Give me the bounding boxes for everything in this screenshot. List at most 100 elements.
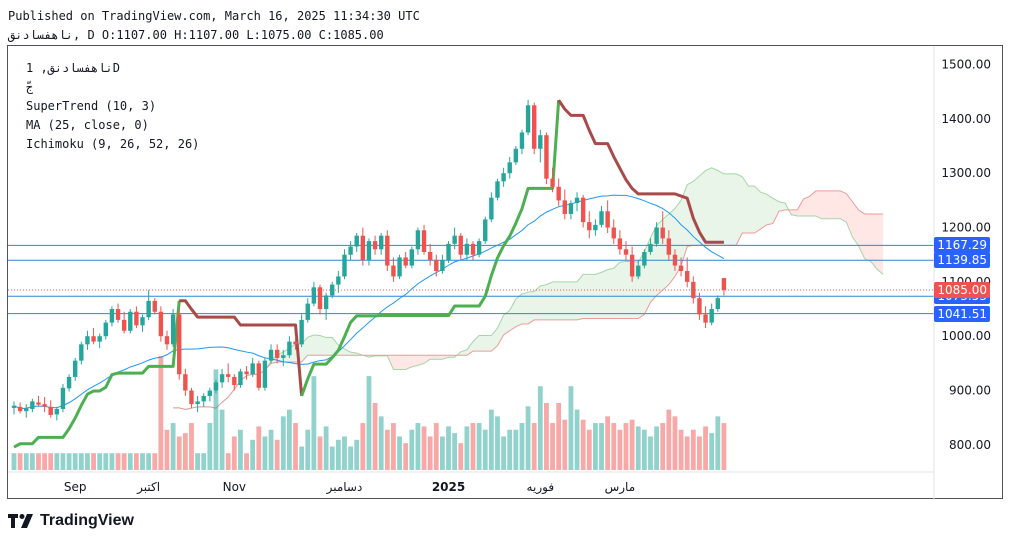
- volume-bar: [274, 439, 280, 470]
- chart-frame[interactable]: 1500.001400.001300.001200.001100.001000.…: [7, 45, 1004, 500]
- candle-body: [256, 363, 261, 388]
- published-line: Published on TradingView.com, March 16, …: [8, 9, 420, 23]
- volume-bar: [433, 423, 439, 470]
- candle-body: [109, 309, 115, 323]
- candle-body: [648, 243, 653, 252]
- candle-body: [452, 235, 457, 244]
- volume-bar: [305, 429, 311, 470]
- volume-bar: [85, 453, 90, 470]
- ichimoku-cloud-segment: [779, 201, 786, 212]
- candle-body: [42, 404, 47, 407]
- volume-bar: [195, 453, 200, 470]
- price-chart[interactable]: 1500.001400.001300.001200.001100.001000.…: [8, 46, 1004, 500]
- candle-body: [391, 265, 396, 277]
- ichimoku-cloud-segment: [326, 337, 333, 356]
- y-tick-label: 1400.00: [941, 112, 991, 126]
- candle-body: [568, 203, 574, 214]
- ichimoku-cloud-segment: [405, 355, 412, 370]
- candle-body: [73, 360, 78, 377]
- ichimoku-cloud-segment: [858, 209, 865, 259]
- candle-body: [238, 371, 243, 386]
- ichimoku-cloud-segment: [540, 284, 547, 320]
- volume-bar: [152, 453, 158, 470]
- ichimoku-cloud-segment: [307, 334, 314, 356]
- ichimoku-cloud-segment: [509, 298, 516, 331]
- y-tick-label: 900.00: [949, 384, 991, 398]
- candle-body: [85, 336, 90, 345]
- volume-bar: [623, 423, 629, 470]
- volume-bar: [397, 436, 402, 470]
- volume-bar: [11, 453, 17, 470]
- candle-body: [623, 249, 629, 255]
- volume-bar: [182, 433, 188, 470]
- candle-body: [299, 319, 304, 345]
- candle-body: [501, 173, 506, 182]
- volume-bar: [488, 409, 494, 470]
- volume-bar: [97, 453, 103, 470]
- volume-bar: [697, 436, 702, 470]
- volume-bar: [507, 429, 513, 470]
- volume-bar: [311, 376, 317, 470]
- volume-bar: [66, 453, 72, 470]
- candle-body: [470, 243, 476, 255]
- candle-body: [385, 235, 390, 266]
- volume-bar: [78, 453, 84, 470]
- volume-bar: [409, 429, 415, 470]
- candle-body: [556, 186, 561, 201]
- candle-body: [323, 295, 329, 310]
- volume-bar: [176, 436, 182, 470]
- ichimoku-cloud-segment: [473, 335, 480, 352]
- volume-bar: [446, 426, 451, 470]
- volume-bar: [121, 453, 127, 470]
- volume-bar: [36, 453, 41, 470]
- volume-bar: [635, 426, 641, 470]
- ichimoku-cloud-segment: [821, 190, 828, 219]
- ichimoku-cloud-segment: [717, 170, 724, 246]
- volume-bar: [391, 423, 396, 470]
- x-tick-label: اکتبر: [136, 480, 160, 495]
- volume-bar: [452, 433, 458, 470]
- y-tick-label: 800.00: [949, 438, 991, 452]
- candle-body: [697, 298, 702, 315]
- candle-body: [372, 241, 378, 250]
- ichimoku-cloud-segment: [846, 193, 853, 238]
- volume-bar: [127, 453, 133, 470]
- candle-body: [152, 300, 157, 312]
- candle-body: [593, 224, 598, 231]
- volume-bar: [629, 419, 635, 470]
- y-tick-label: 1300.00: [941, 166, 991, 180]
- volume-bar: [213, 369, 219, 470]
- volume-bar: [134, 453, 139, 470]
- candle-body: [574, 197, 580, 204]
- tradingview-logo[interactable]: TradingView: [8, 512, 134, 530]
- candle-body: [48, 406, 53, 415]
- volume-bar: [158, 356, 164, 470]
- legend-supertrend[interactable]: SuperTrend (10, 3): [26, 99, 157, 113]
- candle-body: [330, 284, 335, 296]
- legend-ma[interactable]: MA (25, close, 0): [26, 118, 149, 132]
- volume-bar: [238, 429, 243, 470]
- volume-bar: [48, 453, 54, 470]
- volume-bar: [678, 429, 684, 470]
- candle-body: [617, 238, 623, 250]
- candle-body: [599, 211, 604, 225]
- volume-bar: [250, 439, 256, 470]
- volume-bar: [103, 453, 109, 470]
- volume-bar: [586, 429, 592, 470]
- ichimoku-cloud-segment: [344, 349, 351, 356]
- volume-bar: [256, 426, 262, 470]
- x-tick-label: دسامبر: [326, 480, 363, 495]
- volume-bar: [225, 453, 231, 470]
- volume-bar: [703, 426, 708, 470]
- volume-bar: [17, 453, 23, 470]
- volume-bar: [495, 416, 500, 470]
- ichimoku-cloud-segment: [479, 335, 486, 352]
- candle-body: [268, 349, 274, 361]
- candle-body: [495, 181, 500, 198]
- volume-bar: [531, 423, 537, 470]
- candle-body: [336, 276, 341, 285]
- candle-body: [11, 405, 17, 408]
- volume-bar: [23, 453, 29, 470]
- legend-ichimoku[interactable]: Ichimoku (9, 26, 52, 26): [26, 137, 200, 151]
- y-tick-label: 1000.00: [941, 329, 991, 343]
